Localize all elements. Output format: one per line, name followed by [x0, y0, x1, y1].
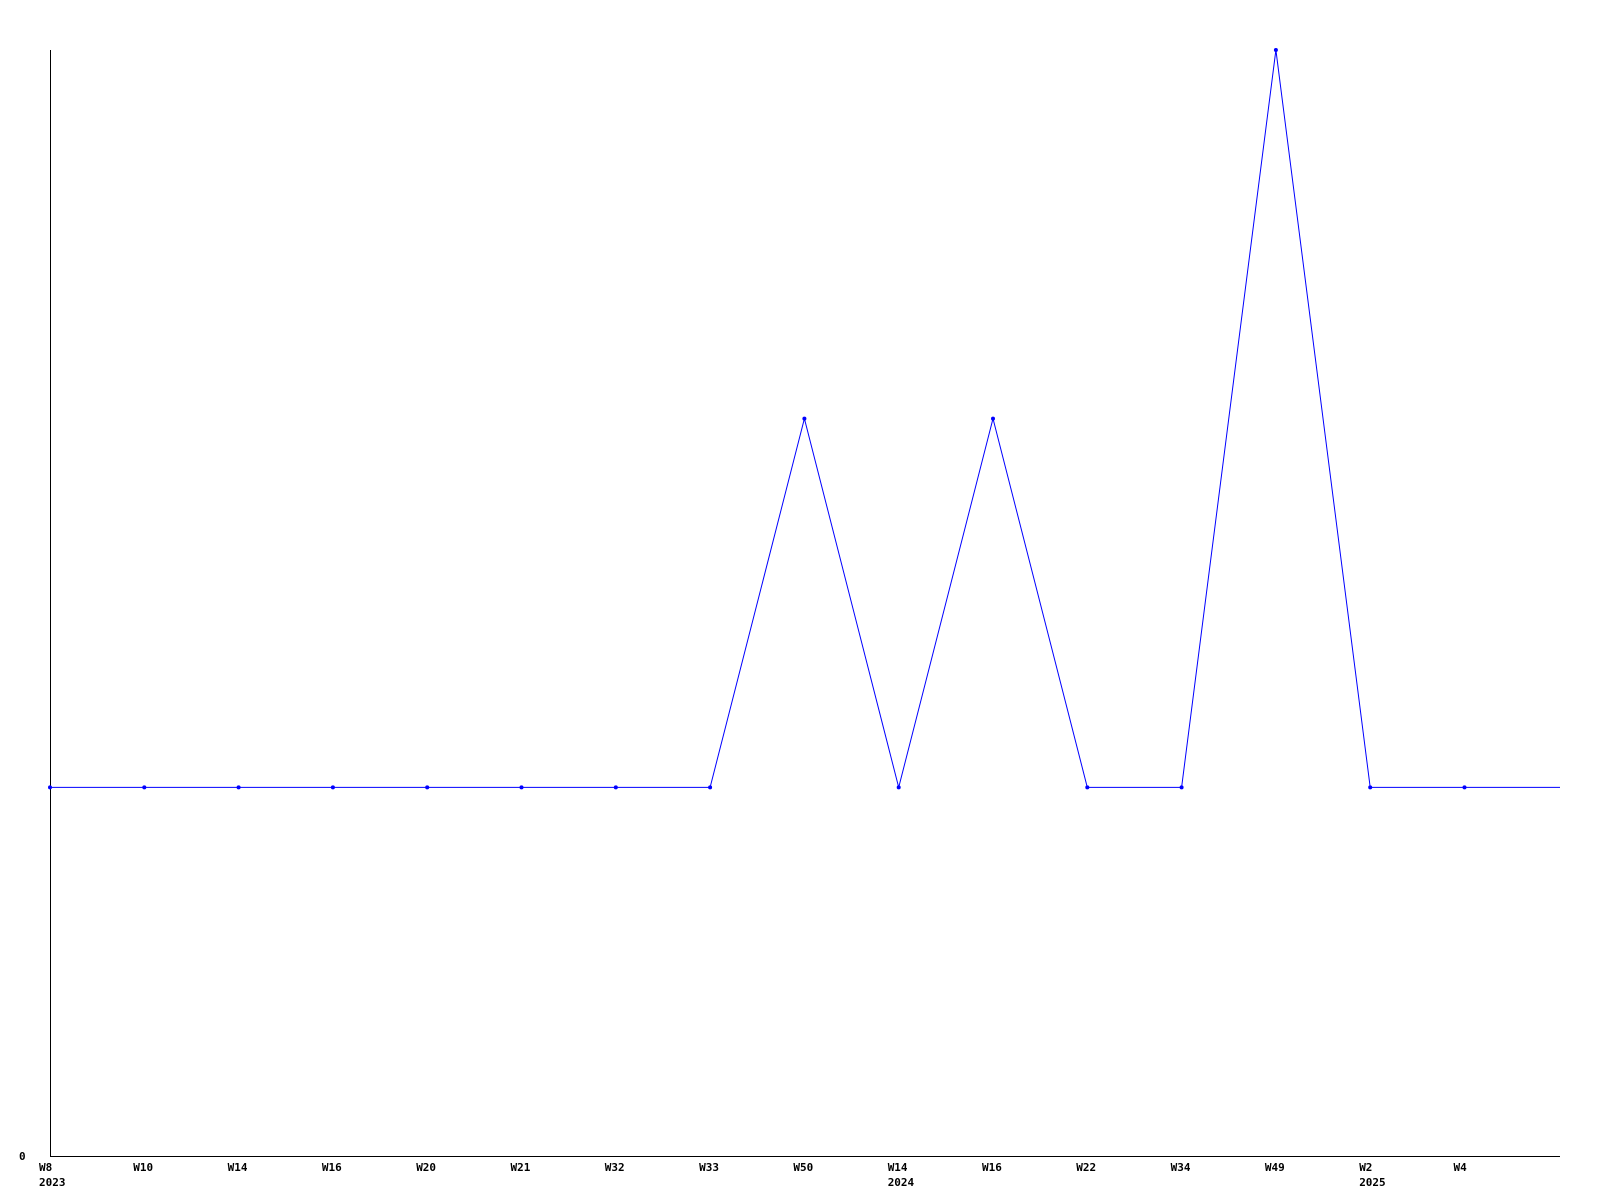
- x-tick-label: W21: [511, 1161, 531, 1174]
- x-tick-label: W22: [1076, 1161, 1096, 1174]
- x-year-label: 2025: [1359, 1176, 1386, 1189]
- y-tick-label-0: 0: [19, 1150, 26, 1163]
- x-tick-label: W4: [1454, 1161, 1468, 1174]
- data-point: [330, 785, 335, 790]
- data-point: [236, 785, 241, 790]
- data-point: [1273, 48, 1278, 52]
- data-point: [1462, 785, 1467, 790]
- data-point: [519, 785, 524, 790]
- x-tick-label: W10: [133, 1161, 153, 1174]
- x-year-label: 2023: [39, 1176, 66, 1189]
- data-point: [48, 785, 52, 790]
- x-tick-label: W49: [1265, 1161, 1285, 1174]
- data-point: [142, 785, 147, 790]
- data-point: [425, 785, 430, 790]
- data-point: [991, 416, 995, 421]
- x-tick-label: W16: [322, 1161, 342, 1174]
- x-tick-label: W14: [228, 1161, 248, 1174]
- x-tick-label: W32: [605, 1161, 625, 1174]
- data-point: [1368, 785, 1373, 790]
- x-tick-label: W50: [793, 1161, 813, 1174]
- data-point: [1179, 785, 1184, 790]
- x-tick-label: W20: [416, 1161, 436, 1174]
- x-tick-label: W14: [888, 1161, 908, 1174]
- x-tick-label: W34: [1171, 1161, 1191, 1174]
- data-point: [896, 785, 901, 790]
- data-point: [613, 785, 618, 790]
- x-tick-label: W16: [982, 1161, 1002, 1174]
- x-tick-label: W8: [39, 1161, 52, 1174]
- data-point: [708, 785, 713, 790]
- x-tick-label: W2: [1359, 1161, 1372, 1174]
- x-year-label: 2024: [888, 1176, 915, 1189]
- data-point: [1085, 785, 1090, 790]
- x-tick-label: W33: [699, 1161, 719, 1174]
- data-point: [802, 416, 807, 421]
